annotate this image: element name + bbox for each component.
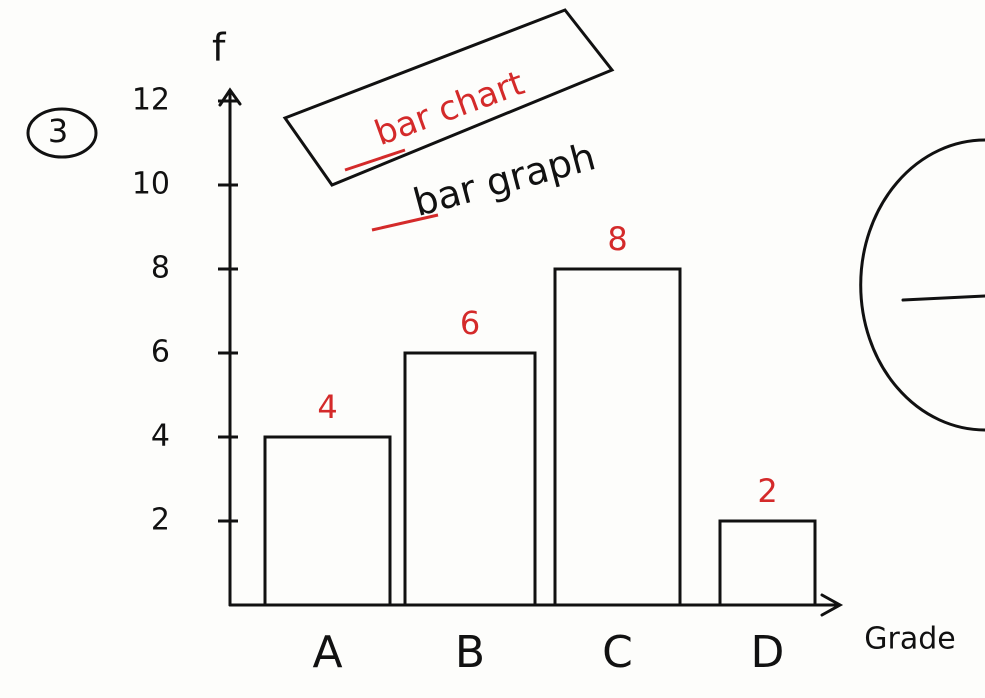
x-tick-label: B: [455, 627, 485, 678]
value-label: 2: [757, 472, 777, 510]
value-label: 6: [460, 304, 480, 342]
x-axis-label: Grade: [864, 622, 955, 657]
bar: [263, 435, 392, 607]
y-tick-label: 4: [151, 419, 170, 454]
value-label: 4: [317, 388, 337, 426]
x-tick-label: D: [751, 627, 785, 678]
bar: [718, 519, 817, 607]
y-tick-label: 12: [132, 83, 170, 118]
bar: [403, 351, 537, 607]
value-label: 8: [607, 220, 627, 258]
y-tick-label: 8: [151, 251, 170, 286]
y-axis: [218, 87, 242, 607]
x-tick-label: A: [312, 627, 342, 678]
annotation-box: [282, 8, 615, 187]
annotation: 3: [48, 112, 68, 150]
y-tick-label: 10: [132, 167, 170, 202]
annotation-circle: [26, 107, 98, 159]
bar: [553, 267, 682, 607]
underline: [344, 148, 406, 172]
underline: [371, 213, 439, 232]
pie-divider: [901, 294, 985, 302]
x-tick-label: C: [602, 627, 633, 678]
pie-outline: [859, 138, 985, 432]
y-tick-label: 6: [151, 335, 170, 370]
y-tick-label: 2: [151, 503, 170, 538]
annotation: bar graph: [409, 134, 600, 225]
y-axis-label: f: [212, 26, 227, 70]
